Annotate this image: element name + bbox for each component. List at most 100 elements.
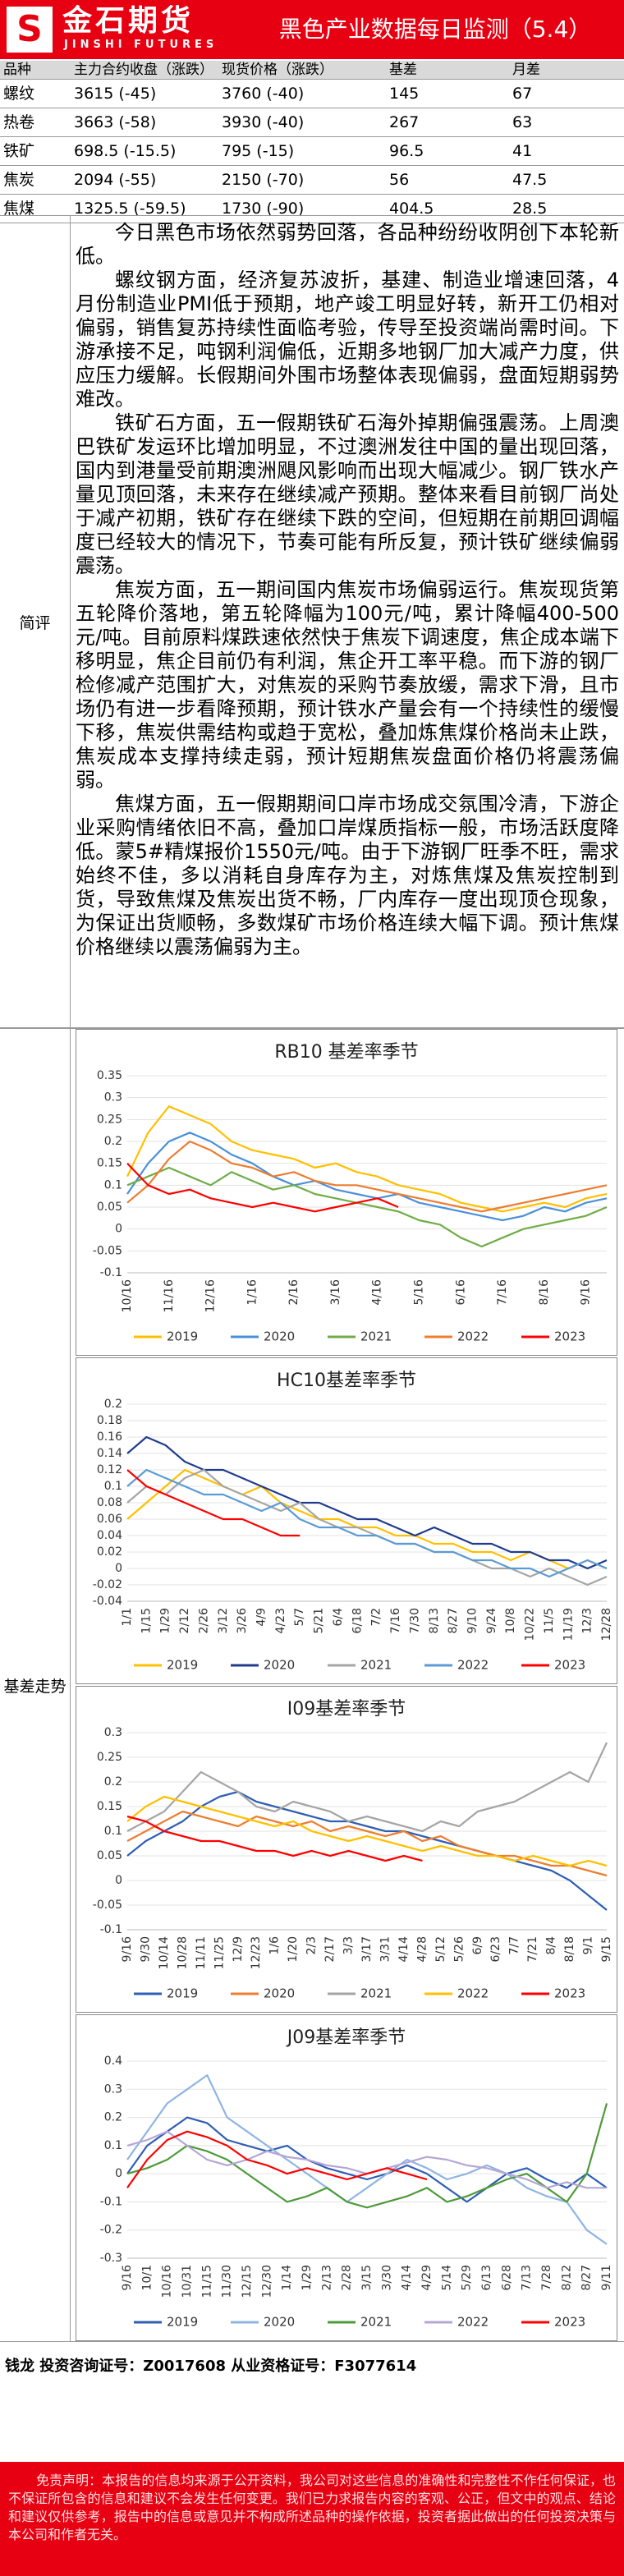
x-tick-label: 1/15 bbox=[140, 1608, 153, 1633]
table-cell: 47.5 bbox=[512, 171, 548, 189]
x-tick-label: 6/16 bbox=[454, 1279, 467, 1306]
x-tick-label: 6/9 bbox=[471, 1936, 484, 1955]
chart: J09基差率季节 0.4 0.3 0.2 0.1 0 -0.1 -0.2 -0.39/16 10/… bbox=[100, 2027, 613, 2330]
chart-frame: HC10基差率季节 0.2 0.18 0.16 0.14 0.12 0.1 0.08 0.06 0… bbox=[76, 1357, 617, 1684]
basis-section: 基差走势 RB10 基差率季节 0.35 0.3 0.25 0.2 0.15 0.1 0.05… bbox=[0, 1028, 624, 2342]
x-tick-label: 11/16 bbox=[163, 1279, 176, 1312]
y-tick-label: 0.2 bbox=[104, 1135, 122, 1148]
y-tick-label: -0.04 bbox=[93, 1595, 122, 1608]
x-tick-label: 1/1 bbox=[121, 1608, 134, 1627]
legend-label: 2022 bbox=[457, 1658, 489, 1673]
paragraph: 螺纹钢方面，经济复苏波折，基建、制造业增速回落，4月份制造业PMI低于预期，地产… bbox=[76, 269, 619, 411]
series-line bbox=[126, 2074, 608, 2245]
legend-label: 2019 bbox=[167, 2315, 198, 2330]
legend-label: 2019 bbox=[167, 1329, 198, 1344]
chart: I09基差率季节0.30.250.20.150.10.050-0.05-0.19… bbox=[93, 1699, 613, 2001]
x-tick-label: 10/8 bbox=[504, 1608, 517, 1633]
header: S 金石期货 JINSHI FUTURES 黑色产业数据每日监测（5.4） bbox=[0, 0, 624, 59]
table-cell: 3663 (-58) bbox=[74, 113, 157, 131]
y-tick-label: 0 bbox=[115, 1223, 122, 1236]
x-tick-label: 7/16 bbox=[496, 1279, 509, 1306]
y-tick-label: 0.25 bbox=[97, 1113, 122, 1126]
x-tick-label: 6/4 bbox=[332, 1608, 345, 1627]
series-line bbox=[126, 1742, 608, 1833]
legend-label: 2023 bbox=[554, 2315, 585, 2330]
legend-label: 2022 bbox=[457, 2315, 489, 2330]
x-tick-label: 2/28 bbox=[341, 2265, 354, 2290]
x-tick-label: 10/16 bbox=[121, 1279, 134, 1312]
legend-label: 2023 bbox=[554, 1658, 585, 1673]
series-line bbox=[126, 1140, 608, 1213]
x-tick-label: 3/3 bbox=[342, 1936, 356, 1955]
y-tick-label: 0.16 bbox=[97, 1430, 122, 1444]
y-tick-label: 0.1 bbox=[104, 1825, 122, 1838]
table-cell: 1325.5 (-59.5) bbox=[74, 200, 186, 218]
y-tick-label: 0.2 bbox=[104, 2111, 122, 2124]
table-cell: 1730 (-90) bbox=[222, 200, 305, 218]
price-table: 品种 主力合约收盘（涨跌） 现货价格（涨跌） 基差 月差 螺纹 3615 (-45) 3760… bbox=[0, 61, 624, 223]
chart-title: I09基差率季节 bbox=[287, 1699, 406, 1720]
series-line bbox=[126, 1435, 608, 1570]
series-line bbox=[126, 1468, 608, 1570]
y-tick-label: 0.3 bbox=[104, 1726, 122, 1739]
series-line bbox=[126, 1469, 301, 1537]
x-tick-label: 10/1 bbox=[140, 2265, 154, 2290]
legend-label: 2021 bbox=[360, 1658, 392, 1673]
x-tick-label: 4/28 bbox=[415, 1936, 429, 1962]
y-tick-label: 0.15 bbox=[97, 1800, 122, 1813]
x-tick-label: 12/15 bbox=[241, 2265, 254, 2298]
x-tick-label: 9/16 bbox=[580, 1279, 593, 1306]
x-tick-label: 1/6 bbox=[268, 1936, 282, 1955]
y-tick-label: -0.1 bbox=[100, 1923, 122, 1936]
y-tick-label: 0.1 bbox=[104, 2139, 122, 2152]
x-tick-label: 11/5 bbox=[543, 1608, 556, 1633]
series-line bbox=[126, 1810, 608, 1877]
x-tick-label: 12/9 bbox=[232, 1936, 245, 1962]
chart: HC10基差率季节 0.2 0.18 0.16 0.14 0.12 0.1 0.08 0.06 0… bbox=[93, 1371, 613, 1673]
series-line bbox=[126, 1105, 608, 1213]
series-line bbox=[126, 1790, 608, 1911]
chart-frame: I09基差率季节 0.3 0.25 0.2 0.15 0.1 0.05 0 -0.05 -0.1 9… bbox=[76, 1686, 617, 2013]
x-tick-label: 2/16 bbox=[287, 1279, 301, 1306]
table-cell: 56 bbox=[389, 171, 410, 189]
x-tick-label: 5/26 bbox=[452, 1936, 466, 1963]
series-line bbox=[126, 1468, 608, 1578]
series-line bbox=[126, 1162, 399, 1213]
column-header: 现货价格（涨跌） bbox=[218, 61, 386, 79]
section-label: 基差走势 bbox=[0, 1029, 71, 2341]
chart-title: HC10基差率季节 bbox=[277, 1371, 416, 1391]
x-tick-label: 8/4 bbox=[545, 1936, 558, 1955]
y-tick-label: -0.05 bbox=[93, 1899, 122, 1912]
table-cell: 67 bbox=[512, 85, 533, 103]
table-cell: 267 bbox=[389, 113, 420, 131]
legend-label: 2020 bbox=[264, 1986, 295, 2001]
y-tick-label: -0.1 bbox=[100, 1266, 122, 1279]
y-tick-label: 0.3 bbox=[104, 2082, 122, 2096]
x-tick-label: 4/16 bbox=[371, 1279, 384, 1306]
table-header: 品种 主力合约收盘（涨跌） 现货价格（涨跌） 基差 月差 bbox=[0, 61, 624, 80]
paragraph: 焦炭方面，五一期间国内焦炭市场偏弱运行。焦炭现货第五轮降价落地，第五轮降幅为10… bbox=[76, 578, 619, 792]
x-tick-label: 8/16 bbox=[538, 1279, 551, 1306]
column-header: 月差 bbox=[509, 61, 624, 79]
x-tick-label: 6/28 bbox=[500, 2265, 513, 2290]
series-line bbox=[126, 2130, 428, 2188]
report-title: 黑色产业数据每日监测（5.4） bbox=[278, 16, 592, 43]
table-cell: 41 bbox=[512, 142, 533, 160]
column-header: 基差 bbox=[386, 61, 509, 79]
y-tick-label: 0 bbox=[115, 2167, 122, 2180]
x-tick-label: 1/29 bbox=[301, 2265, 314, 2290]
x-tick-label: 4/14 bbox=[401, 2265, 414, 2291]
table-row: 热卷 3663 (-58) 3930 (-40) 267 63 bbox=[0, 108, 624, 137]
x-tick-label: 3/12 bbox=[217, 1608, 230, 1633]
x-tick-label: 11/15 bbox=[200, 2265, 213, 2298]
table-cell: 螺纹 bbox=[3, 85, 35, 103]
y-tick-label: 0.25 bbox=[97, 1751, 122, 1764]
x-tick-label: 11/30 bbox=[221, 2265, 234, 2298]
legend-label: 2021 bbox=[360, 1329, 392, 1344]
x-tick-label: 4/9 bbox=[255, 1608, 268, 1627]
section-label: 简评 bbox=[0, 216, 71, 1027]
x-tick-label: 12/3 bbox=[581, 1608, 594, 1633]
y-tick-label: -0.05 bbox=[93, 1244, 122, 1257]
legend-label: 2022 bbox=[457, 1329, 489, 1344]
